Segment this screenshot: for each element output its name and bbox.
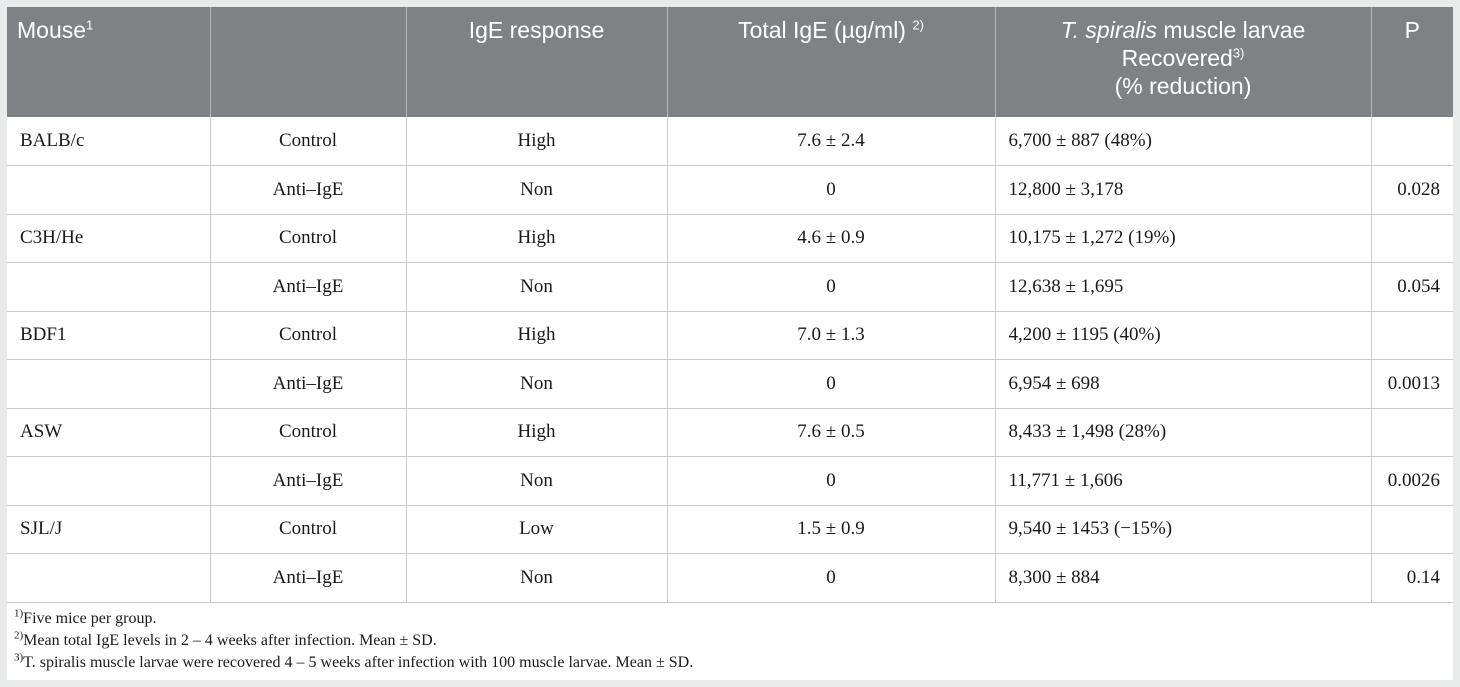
cell-mouse: ASW [7, 408, 211, 457]
table-row: BALB/c Control High 7.6 ± 2.4 6,700 ± 887 (4… [7, 117, 1453, 166]
cell-p: 0.0013 [1371, 359, 1453, 409]
cell-larvae: 6,700 ± 887 (48%) [995, 117, 1372, 166]
cell-mouse [7, 456, 211, 506]
table-row: ASW Control High 7.6 ± 0.5 8,433 ± 1,498 (28… [7, 408, 1453, 457]
header-treatment [210, 7, 407, 117]
cell-total-ige: 7.0 ± 1.3 [667, 311, 996, 360]
cell-p [1371, 117, 1453, 166]
cell-mouse: BALB/c [7, 117, 211, 166]
cell-treatment: Control [210, 214, 407, 263]
header-larvae: T. spiralis muscle larvae Recovered3) (%… [995, 7, 1372, 117]
header-mouse: Mouse1 [7, 7, 211, 117]
cell-treatment: Control [210, 505, 407, 554]
cell-treatment: Anti–IgE [210, 262, 407, 312]
cell-p [1371, 214, 1453, 263]
cell-mouse [7, 262, 211, 312]
cell-p [1371, 311, 1453, 360]
header-total-ige: Total IgE (µg/ml) 2) [667, 7, 996, 117]
cell-treatment: Control [210, 408, 407, 457]
data-table: Mouse1 IgE response Total IgE (µg/ml) 2)… [7, 7, 1453, 603]
footnote: 1)Five mice per group. [14, 607, 157, 627]
footnotes: 1)Five mice per group. 2)Mean total IgE l… [7, 603, 1453, 674]
cell-ige-response: High [406, 311, 668, 360]
cell-p: 0.14 [1371, 553, 1453, 603]
cell-p: 0.0026 [1371, 456, 1453, 506]
cell-total-ige: 0 [667, 262, 996, 312]
cell-treatment: Control [210, 117, 407, 166]
cell-ige-response: High [406, 214, 668, 263]
table-row: Anti–IgE Non 0 6,954 ± 698 0.0013 [7, 359, 1453, 409]
table-body: BALB/c Control High 7.6 ± 2.4 6,700 ± 887 (4… [7, 117, 1453, 603]
cell-total-ige: 7.6 ± 0.5 [667, 408, 996, 457]
cell-ige-response: Low [406, 505, 668, 554]
cell-larvae: 11,771 ± 1,606 [995, 456, 1372, 506]
cell-ige-response: Non [406, 553, 668, 603]
cell-p [1371, 505, 1453, 554]
cell-total-ige: 4.6 ± 0.9 [667, 214, 996, 263]
cell-treatment: Anti–IgE [210, 456, 407, 506]
cell-total-ige: 0 [667, 165, 996, 215]
table-row: Anti–IgE Non 0 11,771 ± 1,606 0.0026 [7, 456, 1453, 506]
cell-larvae: 10,175 ± 1,272 (19%) [995, 214, 1372, 263]
cell-ige-response: Non [406, 262, 668, 312]
cell-larvae: 8,433 ± 1,498 (28%) [995, 408, 1372, 457]
cell-p: 0.028 [1371, 165, 1453, 215]
table-frame: Mouse1 IgE response Total IgE (µg/ml) 2)… [7, 7, 1453, 680]
table-row: Anti–IgE Non 0 8,300 ± 884 0.14 [7, 553, 1453, 603]
cell-ige-response: Non [406, 456, 668, 506]
table-row: SJL/J Control Low 1.5 ± 0.9 9,540 ± 1453 (−1… [7, 505, 1453, 554]
cell-mouse [7, 359, 211, 409]
cell-total-ige: 7.6 ± 2.4 [667, 117, 996, 166]
cell-ige-response: High [406, 408, 668, 457]
cell-larvae: 12,800 ± 3,178 [995, 165, 1372, 215]
cell-mouse [7, 553, 211, 603]
cell-ige-response: Non [406, 359, 668, 409]
table-row: Anti–IgE Non 0 12,638 ± 1,695 0.054 [7, 262, 1453, 312]
cell-treatment: Control [210, 311, 407, 360]
cell-larvae: 12,638 ± 1,695 [995, 262, 1372, 312]
footnote: 2)Mean total IgE levels in 2 – 4 weeks a… [14, 629, 437, 649]
cell-p [1371, 408, 1453, 457]
table-header: Mouse1 IgE response Total IgE (µg/ml) 2)… [7, 7, 1453, 117]
cell-total-ige: 0 [667, 553, 996, 603]
cell-mouse: SJL/J [7, 505, 211, 554]
cell-treatment: Anti–IgE [210, 553, 407, 603]
header-p: P [1371, 7, 1453, 117]
cell-mouse [7, 165, 211, 215]
cell-ige-response: High [406, 117, 668, 166]
cell-p: 0.054 [1371, 262, 1453, 312]
cell-ige-response: Non [406, 165, 668, 215]
table-row: BDF1 Control High 7.0 ± 1.3 4,200 ± 1195 (40… [7, 311, 1453, 360]
cell-mouse: BDF1 [7, 311, 211, 360]
cell-larvae: 6,954 ± 698 [995, 359, 1372, 409]
table-row: C3H/He Control High 4.6 ± 0.9 10,175 ± 1,272… [7, 214, 1453, 263]
cell-mouse: C3H/He [7, 214, 211, 263]
cell-treatment: Anti–IgE [210, 165, 407, 215]
cell-treatment: Anti–IgE [210, 359, 407, 409]
header-ige-response: IgE response [406, 7, 668, 117]
table-row: Anti–IgE Non 0 12,800 ± 3,178 0.028 [7, 165, 1453, 215]
cell-larvae: 9,540 ± 1453 (−15%) [995, 505, 1372, 554]
cell-larvae: 8,300 ± 884 [995, 553, 1372, 603]
cell-total-ige: 0 [667, 456, 996, 506]
cell-larvae: 4,200 ± 1195 (40%) [995, 311, 1372, 360]
cell-total-ige: 0 [667, 359, 996, 409]
footnote: 3)T. spiralis muscle larvae were recover… [14, 651, 694, 671]
cell-total-ige: 1.5 ± 0.9 [667, 505, 996, 554]
